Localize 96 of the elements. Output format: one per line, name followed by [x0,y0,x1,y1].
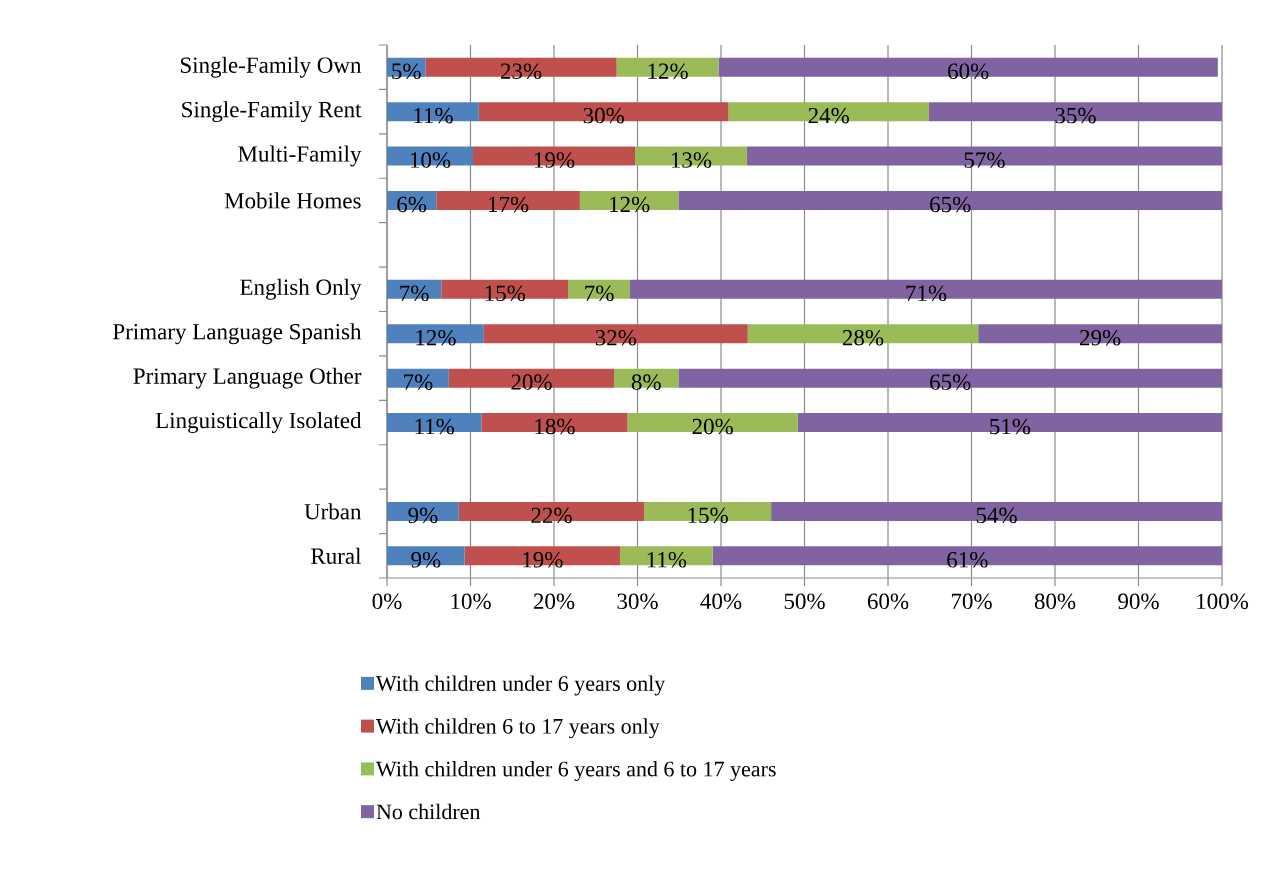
data-label: 15% [688,507,728,524]
y-tick-label: Linguistically Isolated [155,412,362,434]
bar [478,102,729,122]
bar [619,546,713,566]
x-tick-label: 20% [533,593,575,610]
data-label: 61% [947,551,988,568]
y-tick-label: Rural [311,547,362,564]
legend-label: With children under 6 years and 6 to 17 years [375,761,776,782]
y-tick-label: Multi-Family [238,145,362,167]
y-tick-label: Single-Family Own [180,56,362,78]
y-tick-label: English Only [240,278,362,300]
data-label: 12% [416,329,456,346]
data-label: 32% [595,329,637,346]
data-label: 19% [534,152,575,168]
data-label: 51% [990,418,1031,435]
data-label: 10% [410,152,451,168]
data-label: 6% [397,196,427,213]
x-tick-label: 0% [372,593,402,610]
y-tick-label: Primary Language Other [133,367,362,389]
bar [746,146,1223,166]
bar [483,324,748,344]
bar [387,146,474,166]
bar [387,546,465,566]
bar [635,146,747,166]
bar [387,279,442,299]
data-label: 7% [400,285,429,302]
data-label: 65% [930,374,971,390]
data-label: 11% [414,107,453,124]
bar [387,413,482,433]
data-label: 7% [404,374,433,390]
bar [387,368,449,388]
legend-label: With children 6 to 17 years only [375,718,660,739]
data-label: 20% [692,418,733,435]
bar [627,413,798,433]
data-label: 19% [523,551,563,568]
bar [712,546,1223,566]
x-tick-label: 60% [867,593,909,610]
bar [425,57,617,77]
y-tick-label: Primary Language Spanish [113,323,362,345]
legend-label: With children under 6 years only [375,675,666,696]
x-tick-label: 90% [1118,593,1159,610]
data-label: 12% [648,63,688,79]
data-label: 24% [808,107,850,124]
bar [928,102,1223,122]
bar [978,324,1223,344]
data-label: 9% [411,551,441,568]
data-label: 57% [964,152,1005,168]
bar [481,413,628,433]
x-tick-label: 30% [617,593,658,610]
data-label: 18% [535,418,575,435]
bar [441,279,569,299]
data-label: 28% [842,329,884,346]
data-label: 29% [1080,329,1121,346]
x-tick-label: 70% [951,593,992,610]
bar [678,368,1223,388]
data-label: 23% [500,63,542,79]
y-tick-label: Single-Family Rent [182,101,362,123]
y-tick-label: Mobile Homes [224,192,361,209]
data-label: 22% [531,507,572,524]
data-label: 7% [585,285,614,302]
bar [616,57,719,77]
bar [718,57,1218,77]
y-tick-label: Urban [304,503,362,520]
x-tick-label: 80% [1034,593,1076,610]
data-label: 15% [485,285,526,302]
data-label: 54% [976,507,1017,524]
x-tick-label: 10% [451,593,491,610]
data-label: 30% [583,107,624,124]
bar [387,102,479,122]
data-label: 9% [408,507,438,524]
data-label: 12% [610,196,650,213]
bar [728,102,929,122]
bar [464,546,620,566]
x-tick-label: 100% [1197,593,1249,610]
bar [448,368,615,388]
data-label: 17% [489,196,529,213]
data-label: 11% [647,551,687,568]
legend-label: No children [376,803,481,820]
bar [797,413,1223,433]
x-tick-label: 40% [700,593,742,610]
data-label: 13% [671,152,712,168]
bar [629,279,1223,299]
data-label: 65% [930,196,971,213]
bar [568,279,630,299]
bar [614,368,679,388]
data-label: 5% [392,63,421,79]
bar [473,146,635,166]
data-label: 8% [631,374,661,390]
data-label: 20% [511,374,552,390]
x-tick-label: 50% [784,593,825,610]
data-label: 60% [948,63,989,79]
data-label: 71% [906,285,947,302]
bar [387,324,484,344]
data-label: 11% [415,418,455,435]
data-label: 35% [1055,107,1096,124]
bar [747,324,979,344]
